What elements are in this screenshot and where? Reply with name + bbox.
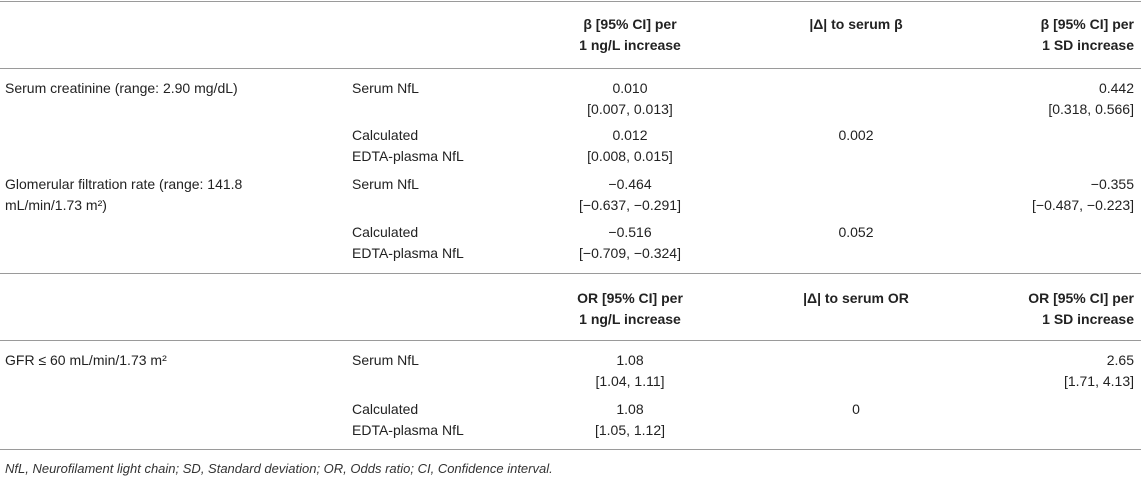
- row-label-line: Glomerular filtration rate (range: 141.8: [5, 176, 243, 192]
- row-estimate-per-ngl-line: −0.516: [608, 224, 652, 240]
- row-estimate-per-ngl: −0.464 [−0.637, −0.291]: [562, 174, 698, 216]
- row-estimate-per-ngl-line: 0.012: [612, 127, 648, 143]
- row-sample-type: Serum NfL: [352, 350, 419, 371]
- row-estimate-per-sd-line: 2.65: [1106, 352, 1134, 368]
- header-or-per-sd: OR [95% CI] per 1 SD increase: [1028, 290, 1134, 327]
- row-estimate-per-ngl-line: 1.08: [616, 352, 644, 368]
- row-sample-type-line: EDTA-plasma NfL: [352, 422, 464, 438]
- header-delta-serum-beta: |Δ| to serum β: [809, 16, 903, 32]
- row-estimate-per-ngl-line: −0.464: [608, 176, 652, 192]
- row-sample-type-line: Calculated: [352, 401, 419, 417]
- row-delta: 0.052: [782, 222, 930, 243]
- row-estimate-per-sd-line: [−0.487, −0.223]: [1032, 197, 1134, 213]
- row-label-line: GFR ≤ 60 mL/min/1.73 m²: [5, 352, 167, 368]
- row-sample-type-line: Serum NfL: [352, 352, 419, 368]
- row-estimate-per-ngl-line: [0.008, 0.015]: [587, 148, 673, 164]
- section-divider-rule: [0, 273, 1141, 274]
- row-sample-type: Serum NfL: [352, 78, 419, 99]
- row-estimate-per-ngl-line: 0.010: [612, 80, 648, 96]
- row-estimate-per-sd: 0.442 [0.318, 0.566]: [980, 78, 1134, 120]
- row-estimate-per-sd: 2.65 [1.71, 4.13]: [980, 350, 1134, 392]
- row-sample-type: Serum NfL: [352, 174, 419, 195]
- row-delta-value: 0.002: [838, 127, 874, 143]
- row-estimate-per-ngl-line: [1.05, 1.12]: [594, 422, 666, 438]
- row-label-line: Serum creatinine (range: 2.90 mg/dL): [5, 80, 238, 96]
- row-estimate-per-sd-line: 0.442: [1098, 80, 1134, 96]
- row-delta: 0: [782, 399, 930, 420]
- row-estimate-per-sd: −0.355 [−0.487, −0.223]: [980, 174, 1134, 216]
- table-top-rule: [0, 1, 1141, 2]
- row-sample-type-line: EDTA-plasma NfL: [352, 148, 464, 164]
- row-estimate-per-ngl-line: [1.04, 1.11]: [595, 373, 665, 389]
- row-sample-type: Calculated EDTA-plasma NfL: [352, 399, 464, 441]
- row-estimate-per-sd-line: −0.355: [1090, 176, 1134, 192]
- row-sample-type-line: Calculated: [352, 127, 419, 143]
- row-delta-value: 0: [852, 401, 860, 417]
- row-estimate-per-sd-line: [0.318, 0.566]: [1048, 101, 1134, 117]
- row-delta-value: 0.052: [838, 224, 874, 240]
- row-label-line: mL/min/1.73 m²): [5, 197, 107, 213]
- row-estimate-per-ngl: −0.516 [−0.709, −0.324]: [562, 222, 698, 264]
- row-estimate-per-ngl: 0.010 [0.007, 0.013]: [562, 78, 698, 120]
- row-sample-type-line: Serum NfL: [352, 80, 419, 96]
- row-estimate-per-sd-line: [1.71, 4.13]: [1063, 373, 1134, 389]
- row-sample-type: Calculated EDTA-plasma NfL: [352, 125, 464, 167]
- row-estimate-per-ngl: 1.08 [1.05, 1.12]: [562, 399, 698, 441]
- header1-bottom-rule: [0, 68, 1141, 69]
- row-estimate-per-ngl-line: 1.08: [616, 401, 644, 417]
- row-sample-type-line: Calculated: [352, 224, 419, 240]
- row-sample-type-line: Serum NfL: [352, 176, 419, 192]
- row-sample-type: Calculated EDTA-plasma NfL: [352, 222, 464, 264]
- header-beta-per-sd: β [95% CI] per 1 SD increase: [1040, 16, 1134, 53]
- row-delta: 0.002: [782, 125, 930, 146]
- row-sample-type-line: EDTA-plasma NfL: [352, 245, 464, 261]
- row-estimate-per-ngl-line: [−0.709, −0.324]: [579, 245, 681, 261]
- row-estimate-per-ngl-line: [−0.637, −0.291]: [579, 197, 681, 213]
- row-label: GFR ≤ 60 mL/min/1.73 m²: [5, 350, 167, 371]
- row-label: Serum creatinine (range: 2.90 mg/dL): [5, 78, 238, 99]
- header-beta-per-ngl: β [95% CI] per 1 ng/L increase: [579, 16, 681, 53]
- row-estimate-per-ngl: 0.012 [0.008, 0.015]: [562, 125, 698, 167]
- header2-bottom-rule: [0, 340, 1141, 341]
- row-estimate-per-ngl-line: [0.007, 0.013]: [587, 101, 673, 117]
- row-estimate-per-ngl: 1.08 [1.04, 1.11]: [562, 350, 698, 392]
- table-footnote: NfL, Neurofilament light chain; SD, Stan…: [5, 461, 553, 476]
- header-delta-serum-or: |Δ| to serum OR: [803, 290, 909, 306]
- table-bottom-rule: [0, 449, 1141, 450]
- header-or-per-ngl: OR [95% CI] per 1 ng/L increase: [577, 290, 683, 327]
- row-label: Glomerular filtration rate (range: 141.8…: [5, 174, 242, 216]
